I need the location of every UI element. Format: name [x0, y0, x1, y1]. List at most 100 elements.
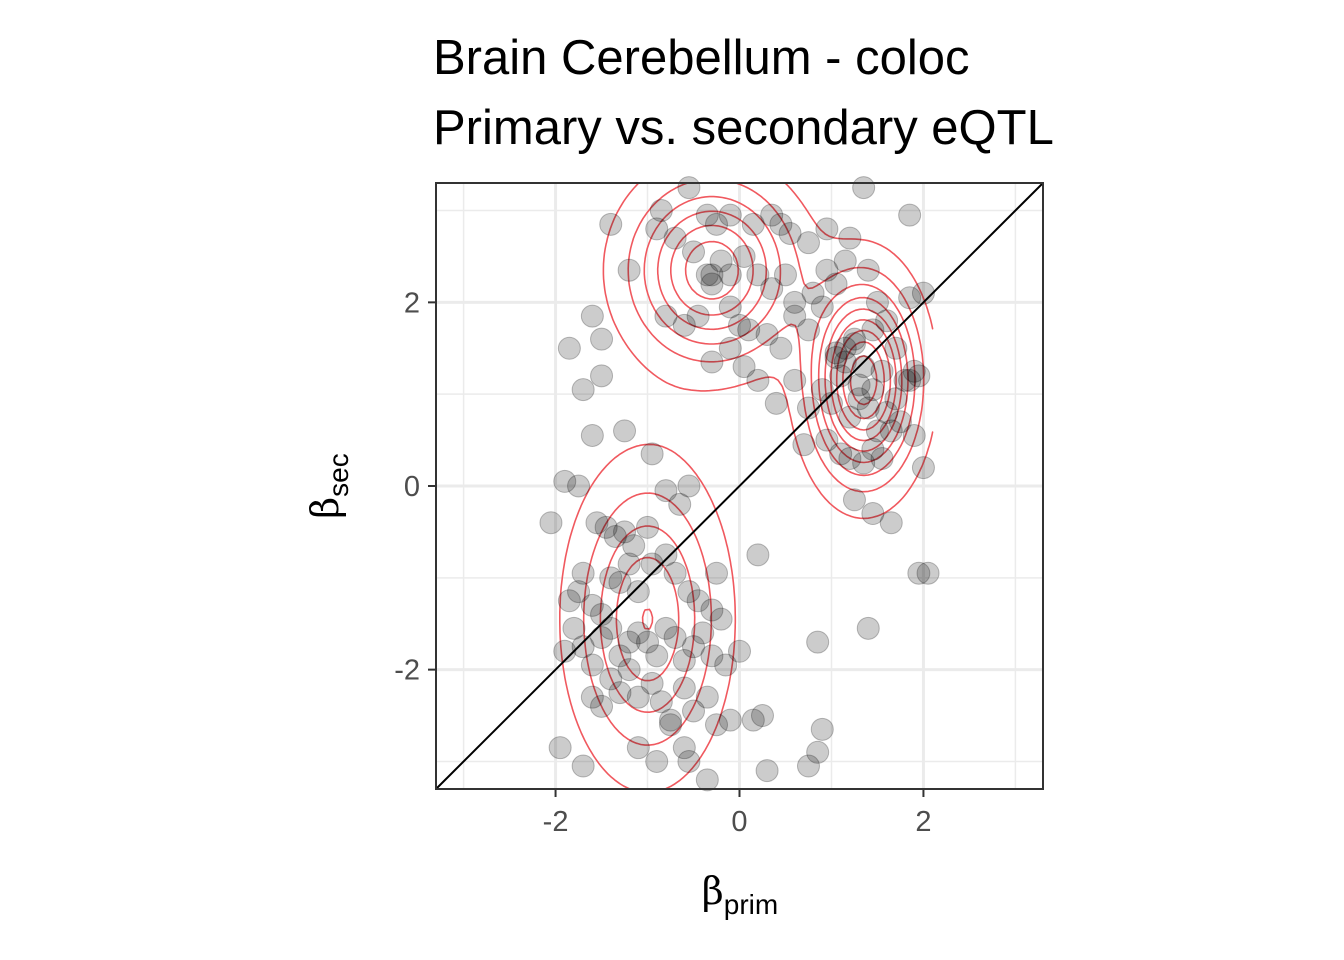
data-point — [902, 424, 926, 447]
axis-ticks: -2 0 2 -2 0 2 — [394, 287, 931, 838]
data-point — [714, 653, 738, 677]
data-point — [672, 736, 696, 760]
density-contour-level — [849, 355, 878, 406]
data-point — [539, 511, 563, 535]
data-point — [898, 368, 922, 392]
data-point — [824, 341, 848, 365]
data-point — [608, 570, 632, 594]
data-point — [672, 313, 696, 337]
data-point — [732, 244, 756, 268]
data-point — [852, 176, 876, 200]
data-point — [755, 759, 779, 783]
data-point — [654, 616, 678, 640]
data-point — [705, 713, 729, 737]
data-point — [700, 263, 724, 287]
data-point — [709, 607, 733, 631]
data-point — [842, 327, 866, 351]
data-point — [718, 708, 742, 732]
data-point — [760, 277, 784, 301]
data-point — [617, 630, 641, 654]
data-point — [645, 644, 669, 668]
data-point — [856, 396, 880, 420]
data-point — [599, 616, 623, 640]
data-point — [842, 332, 866, 356]
data-point — [884, 336, 908, 360]
data-point — [603, 525, 627, 548]
data-point — [636, 630, 660, 654]
data-point — [810, 295, 834, 319]
data-point — [695, 685, 719, 709]
data-points — [539, 176, 940, 792]
data-point — [847, 387, 871, 411]
data-point — [590, 694, 614, 718]
data-point — [705, 212, 729, 236]
data-point — [819, 391, 843, 415]
y-axis-symbol: β — [303, 497, 347, 519]
data-point — [838, 446, 862, 470]
data-point — [626, 685, 650, 709]
data-point — [783, 290, 807, 314]
x-axis-symbol: β — [702, 869, 724, 913]
data-point — [626, 736, 650, 760]
data-point — [553, 469, 577, 493]
x-tick-label: -2 — [543, 806, 569, 838]
data-point — [911, 456, 935, 480]
data-point — [649, 199, 673, 223]
data-point — [746, 263, 770, 287]
data-point — [732, 355, 756, 379]
data-point — [700, 272, 724, 296]
data-point — [916, 561, 940, 585]
data-point — [590, 626, 614, 649]
data-point — [852, 451, 876, 475]
data-point — [796, 754, 820, 778]
data-point — [856, 258, 880, 282]
data-point — [599, 566, 623, 590]
data-point — [668, 492, 692, 516]
data-point — [617, 258, 641, 282]
density-contour-level — [684, 240, 897, 442]
data-point — [553, 639, 577, 663]
data-point — [718, 336, 742, 360]
data-point — [833, 336, 857, 360]
data-point — [806, 630, 830, 654]
density-contour-level — [582, 182, 925, 746]
data-point — [645, 749, 669, 773]
y-tick-label: 2 — [404, 287, 420, 319]
data-point — [728, 313, 751, 337]
data-point — [567, 474, 591, 498]
data-point — [875, 309, 899, 333]
data-point — [902, 359, 926, 383]
data-point — [796, 318, 820, 342]
data-point — [677, 176, 701, 200]
density-contour-level — [615, 210, 909, 682]
data-point — [672, 648, 696, 672]
data-point — [590, 603, 614, 627]
data-point — [741, 708, 765, 732]
data-point — [640, 552, 664, 576]
data-point — [686, 589, 710, 613]
data-point — [557, 589, 581, 613]
data-point — [907, 561, 931, 585]
data-point — [879, 511, 903, 535]
data-point — [898, 203, 922, 227]
data-point — [773, 263, 797, 287]
data-point — [608, 681, 632, 705]
data-point — [769, 212, 793, 236]
data-point — [640, 671, 664, 695]
data-point — [737, 318, 761, 342]
data-point — [870, 359, 894, 383]
chart-title-line-2: Primary vs. secondary eQTL — [433, 101, 1054, 155]
data-point — [663, 626, 687, 649]
data-point — [861, 378, 885, 402]
data-point — [741, 212, 765, 236]
grid-layer — [436, 183, 1043, 789]
data-point — [686, 304, 710, 328]
data-point — [677, 580, 701, 604]
data-point — [571, 635, 595, 659]
data-point — [769, 336, 793, 360]
data-point — [640, 442, 664, 466]
data-point — [682, 699, 706, 723]
data-point — [622, 534, 646, 558]
data-point — [806, 740, 830, 764]
